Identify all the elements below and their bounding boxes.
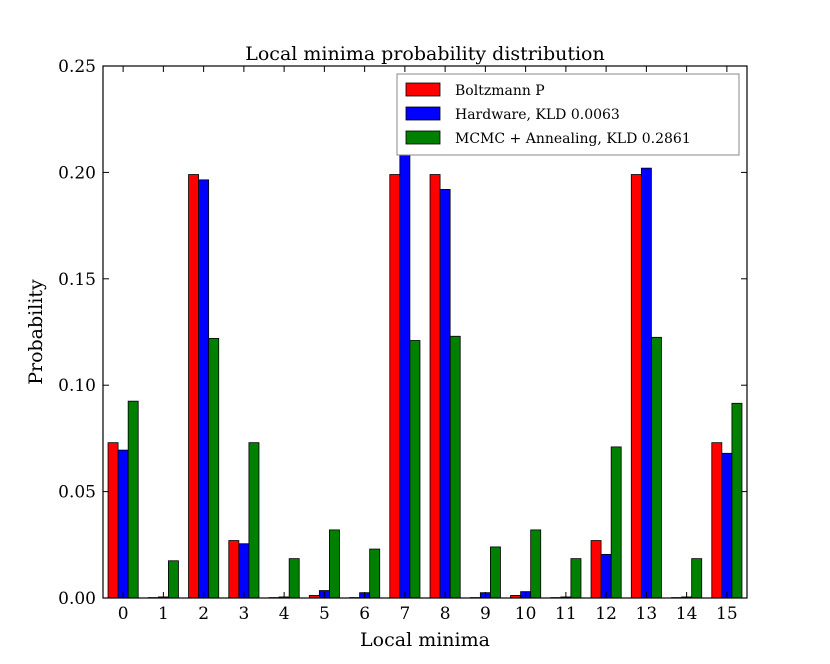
bar-series0-cat3: [228, 540, 240, 599]
x-tick-label: 1: [158, 604, 169, 624]
x-tick-label: 11: [555, 604, 577, 624]
bar-series0-cat12: [590, 540, 602, 599]
y-tick-label: 0.10: [58, 376, 96, 396]
plot-frame: [102, 65, 748, 599]
x-tick-label: 14: [676, 604, 698, 624]
bar-series0-cat15: [711, 442, 723, 599]
bar-series1-cat2: [198, 179, 210, 599]
y-tick-label: 0.20: [58, 163, 96, 183]
x-axis-label: Local minima: [360, 629, 490, 651]
x-tick-label: 0: [118, 604, 129, 624]
y-axis-label: Probability: [25, 279, 47, 385]
ticks-group: 0.000.050.100.150.200.250 1 2 3 4 5 6 7 8 9 10 11 12…: [58, 57, 747, 624]
bar-series2-cat3: [248, 442, 260, 599]
x-tick-label: 2: [198, 604, 209, 624]
bar-series2-cat15: [731, 402, 743, 599]
legend-swatch: [405, 82, 441, 97]
bar-series1-cat0: [117, 449, 129, 599]
bar-series0-cat13: [630, 174, 642, 599]
bars-group: [107, 143, 743, 599]
legend-label: MCMC + Annealing, KLD 0.2861: [455, 131, 691, 147]
bar-series2-cat0: [127, 400, 139, 599]
x-tick-label: 5: [319, 604, 330, 624]
bar-series0-cat0: [107, 442, 119, 599]
x-tick-label: 10: [515, 604, 537, 624]
bar-series2-cat7: [409, 340, 421, 599]
x-tick-label: 7: [399, 604, 410, 624]
x-tick-label: 12: [595, 604, 617, 624]
y-tick-label: 0.25: [58, 57, 96, 77]
bar-series1-cat15: [721, 452, 733, 599]
legend-label: Boltzmann P: [455, 83, 545, 99]
bar-series2-cat14: [691, 558, 703, 599]
bar-series1-cat7: [399, 143, 411, 599]
bar-series2-cat6: [369, 548, 381, 599]
legend: Boltzmann P Hardware, KLD 0.0063 MCMC + An…: [396, 73, 740, 156]
y-tick-label: 0.15: [58, 270, 96, 290]
bar-series0-cat2: [188, 174, 199, 599]
legend-box: [396, 73, 740, 156]
bar-series1-cat13: [640, 167, 652, 599]
bar-series1-cat3: [238, 543, 250, 599]
bar-series2-cat12: [610, 446, 622, 599]
y-tick-label: 0.00: [58, 589, 96, 609]
x-tick-label: 9: [480, 604, 491, 624]
bar-series2-cat2: [208, 337, 220, 599]
bar-series2-cat4: [288, 558, 300, 599]
bar-series2-cat1: [168, 560, 179, 599]
x-tick-label: 8: [440, 604, 451, 624]
legend-swatch: [405, 130, 441, 145]
x-tick-label: 15: [716, 604, 738, 624]
bar-series1-cat8: [439, 189, 451, 599]
bar-series2-cat5: [329, 529, 340, 599]
bar-series2-cat9: [490, 546, 501, 599]
x-tick-label: 6: [359, 604, 370, 624]
chart-title: Local minima probability distribution: [245, 43, 604, 65]
bar-series2-cat11: [570, 558, 582, 599]
x-tick-label: 13: [636, 604, 658, 624]
bar-series1-cat12: [600, 553, 612, 599]
legend-label: Hardware, KLD 0.0063: [455, 107, 620, 123]
bar-series0-cat7: [389, 174, 401, 599]
bar-series2-cat10: [530, 529, 542, 599]
bar-series2-cat13: [651, 336, 662, 599]
x-tick-label: 4: [279, 604, 290, 624]
bar-series0-cat8: [429, 174, 441, 599]
bar-series2-cat8: [449, 335, 461, 599]
y-tick-label: 0.05: [58, 483, 96, 503]
legend-swatch: [405, 106, 441, 121]
x-tick-label: 3: [238, 604, 249, 624]
